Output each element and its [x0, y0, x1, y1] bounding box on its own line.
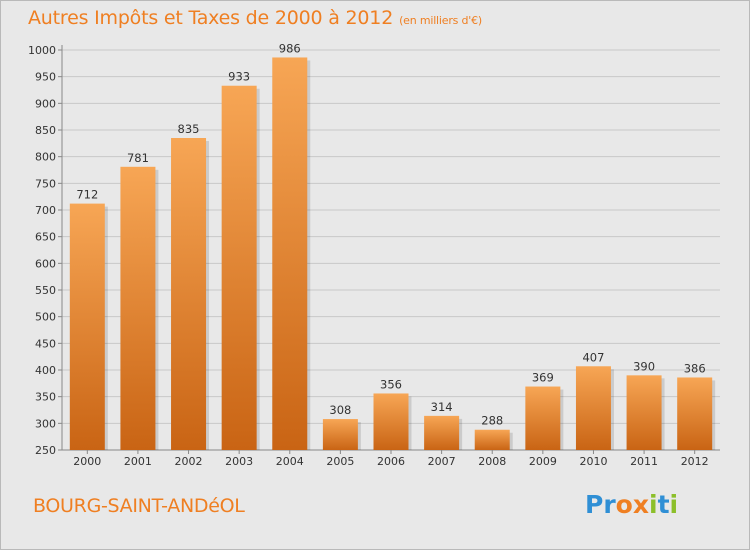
logo-letter: t [657, 490, 670, 519]
bar [373, 393, 409, 450]
logo-letter: i [649, 490, 658, 519]
y-tick-label: 350 [35, 391, 56, 404]
chart-title: Autres Impôts et Taxes de 2000 à 2012 (en… [28, 7, 482, 29]
y-tick-label: 250 [35, 444, 56, 457]
x-tick-label: 2002 [175, 455, 203, 468]
logo-letter: r [603, 490, 616, 519]
title-text: Autres Impôts et Taxes de 2000 à 2012 [28, 7, 394, 29]
town-name: BOURG-SAINT-ANDéOL [33, 495, 245, 517]
y-tick-label: 750 [35, 177, 56, 190]
bar [525, 386, 561, 450]
bar-value-label: 288 [481, 414, 503, 428]
bar-value-label: 308 [329, 403, 351, 417]
y-tick-label: 300 [35, 417, 56, 430]
bar [474, 429, 510, 450]
data-labels: 712 781 835 933 986 308 356 314 288 369 407 390 386 [76, 41, 705, 427]
y-tick-label: 550 [35, 284, 56, 297]
x-tick-label: 2006 [377, 455, 405, 468]
bar [424, 415, 460, 450]
y-tick-label: 700 [35, 204, 56, 217]
bar-value-label: 835 [178, 122, 200, 136]
bar [575, 366, 611, 450]
bar [272, 57, 308, 450]
y-tick-label: 900 [35, 97, 56, 110]
x-tick-label: 2009 [529, 455, 557, 468]
y-tick-label: 450 [35, 337, 56, 350]
tick-labels: 250 300 350 400 450 500 550 600 650 700 750 800 850 9… [28, 44, 709, 468]
bar-value-label: 933 [228, 70, 250, 84]
y-tick-label: 800 [35, 151, 56, 164]
logo-letter: P [585, 490, 604, 519]
x-tick-label: 2005 [326, 455, 354, 468]
bar-value-label: 781 [127, 151, 149, 165]
bars [69, 57, 716, 451]
x-tick-label: 2000 [73, 455, 101, 468]
logo-letter: o [615, 490, 633, 519]
x-tick-label: 2010 [579, 455, 607, 468]
bar [171, 138, 207, 450]
bar [221, 85, 257, 450]
bar [120, 166, 156, 451]
y-tick-label: 1000 [28, 44, 56, 57]
proxiti-logo[interactable]: Proxiti [585, 490, 678, 519]
y-tick-label: 650 [35, 231, 56, 244]
bar-value-label: 390 [633, 359, 655, 373]
bar [322, 419, 358, 450]
bar [677, 377, 713, 450]
bar-value-label: 407 [582, 350, 604, 364]
bar-value-label: 314 [431, 400, 453, 414]
y-tick-label: 950 [35, 71, 56, 84]
logo-letter: i [669, 490, 679, 519]
x-tick-label: 2011 [630, 455, 658, 468]
y-tick-label: 600 [35, 257, 56, 270]
x-tick-label: 2012 [681, 455, 709, 468]
y-tick-label: 500 [35, 311, 56, 324]
bar [69, 203, 105, 450]
x-tick-label: 2003 [225, 455, 253, 468]
bar-value-label: 386 [684, 361, 706, 375]
bar [626, 375, 662, 450]
bar-value-label: 369 [532, 371, 554, 385]
logo-letter: x [632, 490, 649, 519]
x-tick-label: 2007 [428, 455, 456, 468]
title-unit: (en milliers d'€) [399, 14, 482, 27]
bar-value-label: 356 [380, 377, 402, 391]
y-tick-label: 850 [35, 124, 56, 137]
x-tick-label: 2004 [276, 455, 304, 468]
x-tick-label: 2008 [478, 455, 506, 468]
y-tick-label: 400 [35, 364, 56, 377]
bar-value-label: 986 [279, 41, 301, 55]
bar-value-label: 712 [76, 188, 98, 202]
x-tick-label: 2001 [124, 455, 152, 468]
